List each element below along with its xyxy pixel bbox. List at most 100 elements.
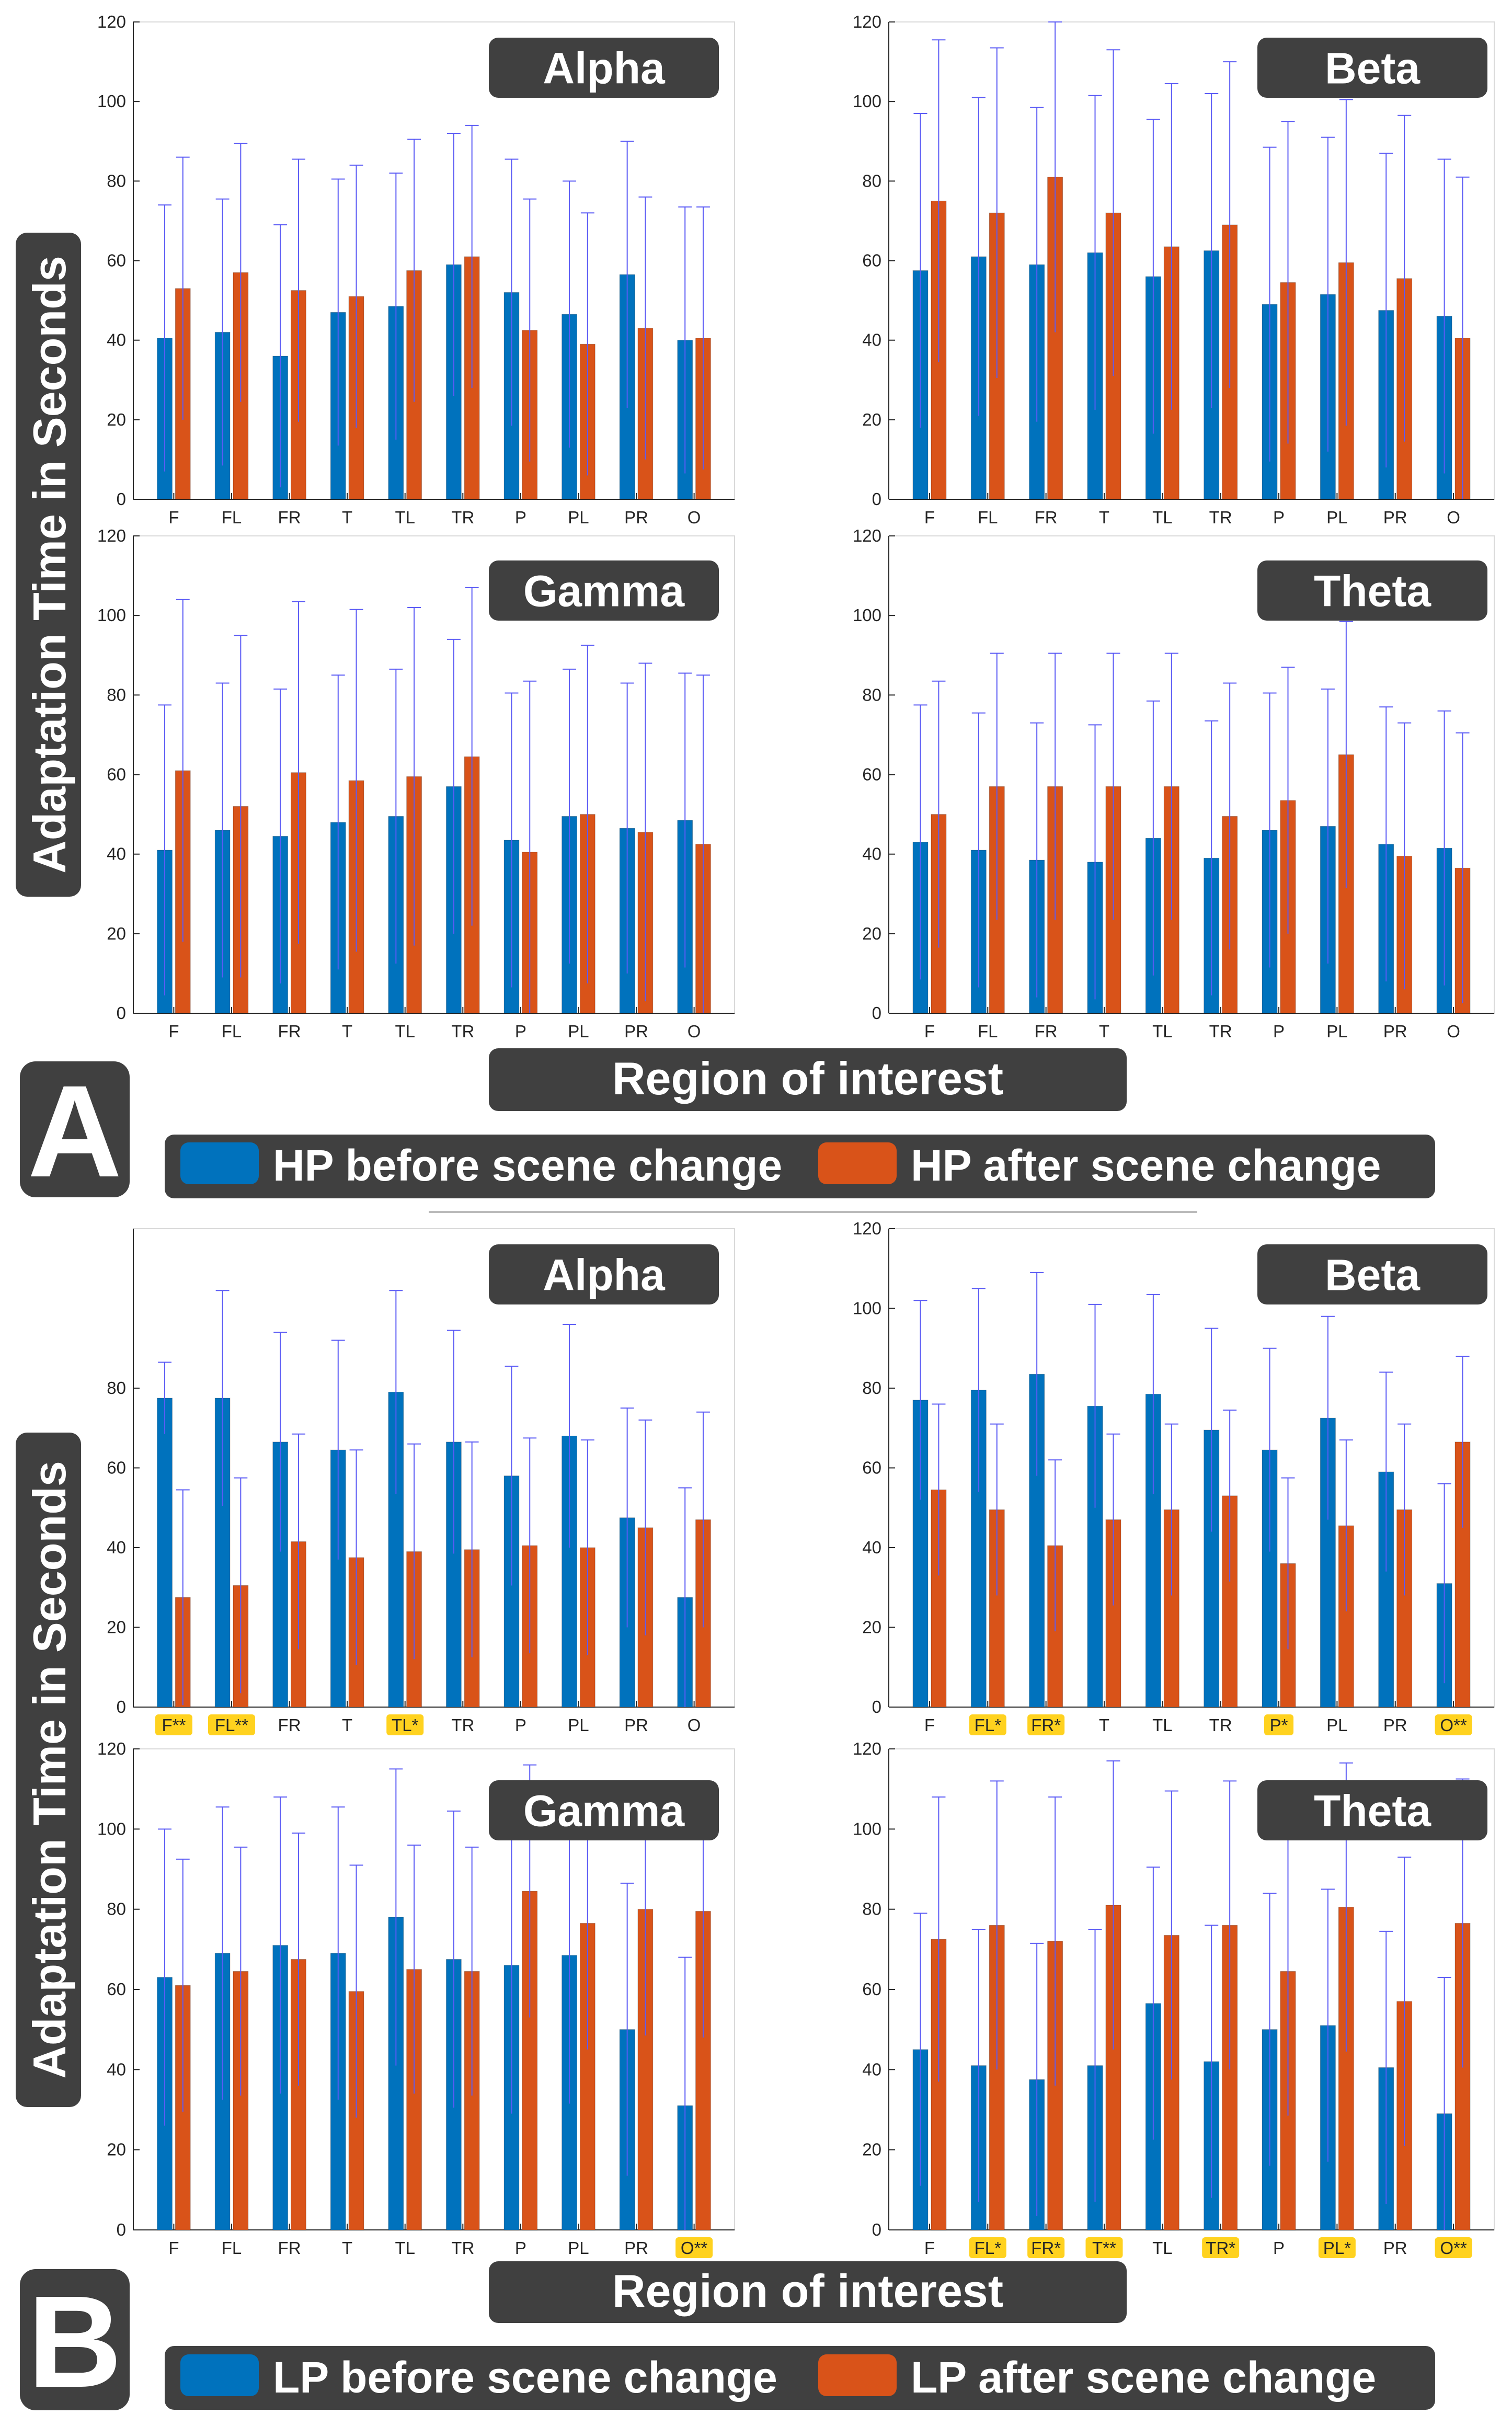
x-tick-label: O [688,508,701,527]
x-tick-label: F [924,1715,935,1735]
x-tick-label: P [515,2238,526,2258]
x-tick-label: O [688,1022,701,1041]
x-tick-label: PR [624,2238,648,2258]
y-tick-label: 0 [872,489,881,509]
panel-title: Beta [1325,44,1421,93]
x-tick-label: FL [222,1022,242,1041]
chart-panel-b-beta: 0 20 40 60 80 100 120 F FL* FR* T TL TR P* PL PR O** Beta [853,1219,1495,1735]
x-axis-label-a-text: Region of interest [612,1052,1003,1104]
x-tick-label: TL [1152,1715,1173,1735]
x-tick-label: TL [1152,2238,1173,2258]
x-tick-label: TL [1152,508,1173,527]
x-tick-label: F [168,2238,179,2258]
y-tick-label: 80 [862,171,881,190]
y-tick-label: 20 [107,2140,126,2159]
y-tick-label: 40 [107,2059,126,2079]
x-tick-label: F [168,508,179,527]
legend-a-swatch-after [818,1142,897,1184]
y-tick-label: 60 [862,1979,881,1999]
x-tick-label: FR* [1031,2238,1061,2258]
x-tick-label: FL* [975,1715,1002,1735]
panel-title: Theta [1314,1787,1431,1836]
y-tick-label: 120 [853,526,881,545]
x-tick-label: PR [1383,1715,1407,1735]
panel-title: Gamma [523,1787,685,1836]
x-tick-label: FR [278,2238,301,2258]
chart-panel-b-alpha: 0 20 40 60 80 F** FL** FR T TL* TR P PL PR O Alpha [107,1228,735,1735]
x-tick-label: O [1447,1022,1460,1041]
x-tick-label: FL [222,508,242,527]
y-tick-label: 100 [97,605,126,625]
panel-title: Theta [1314,567,1431,616]
y-tick-label: 60 [862,1458,881,1478]
x-tick-label: O [688,1715,701,1735]
y-tick-label: 40 [862,330,881,350]
y-axis-label-a-text: Adaptation Time in Seconds [24,256,75,874]
panel-title: Alpha [543,44,666,93]
x-tick-label: TL* [392,1715,419,1735]
y-tick-label: 60 [862,251,881,270]
x-tick-highlight [1027,2237,1065,2258]
x-tick-label: TR [451,1715,474,1735]
y-tick-label: 20 [862,2140,881,2159]
y-tick-label: 80 [862,685,881,704]
y-tick-label: 80 [107,1378,126,1398]
y-tick-label: 20 [862,1618,881,1637]
x-tick-label: T [1099,1715,1109,1735]
panel-title-box [489,1780,719,1840]
x-tick-label: PL [568,508,589,527]
y-tick-label: 20 [862,924,881,943]
bar-after [1105,1905,1121,2230]
x-tick-highlight [1318,2237,1356,2258]
y-tick-label: 100 [853,1299,881,1318]
x-tick-label: TR [451,1022,474,1041]
y-tick-label: 120 [853,1739,881,1758]
x-tick-label: FR [1035,508,1058,527]
x-tick-label: TL [395,508,415,527]
y-tick-label: 20 [107,410,126,429]
y-tick-label: 100 [853,605,881,625]
y-tick-label: 0 [117,2220,126,2239]
x-tick-label: FL* [975,2238,1002,2258]
panel-title: Alpha [543,1251,666,1300]
panel-title: Beta [1325,1251,1421,1300]
y-axis-label-b: Adaptation Time in Seconds [16,1433,81,2107]
panel-title-box [1257,1780,1487,1840]
x-tick-label: FR [1035,1022,1058,1041]
chart-panel-a-gamma: 0 20 40 60 80 100 120 F FL FR T TL TR P PL PR O Gamma [97,526,735,1041]
x-tick-label: TR [1209,508,1232,527]
y-tick-label: 60 [107,1979,126,1999]
x-tick-label: TR [1209,1022,1232,1041]
x-tick-label: PL [568,2238,589,2258]
x-tick-label: PL [568,1715,589,1735]
y-tick-label: 0 [872,2220,881,2239]
legend-a-label-after: HP after scene change [911,1141,1381,1190]
y-tick-label: 80 [107,171,126,190]
panel-title-box [1257,560,1487,621]
x-tick-highlight [1264,1714,1294,1735]
x-tick-label: PL [1326,508,1347,527]
y-tick-label: 60 [107,1458,126,1478]
x-tick-label: P [1273,1022,1285,1041]
x-tick-highlight [155,1714,192,1735]
x-tick-label: P* [1270,1715,1288,1735]
legend-b-swatch-before [180,2354,259,2396]
x-tick-label: FL [978,1022,998,1041]
x-tick-highlight [969,2237,1006,2258]
x-tick-label: PR [624,1715,648,1735]
legend-b-swatch-after [818,2354,897,2396]
bar-after [522,1891,538,2230]
x-tick-label: TR [1209,1715,1232,1735]
x-tick-highlight [969,1714,1006,1735]
x-axis-label-b: Region of interest [489,2261,1127,2323]
chart-panels: 0 20 40 60 80 100 120 F FL FR T TL TR P PL PR O Alpha 0 20 4… [97,12,1495,2258]
x-tick-label: P [1273,508,1285,527]
y-tick-label: 80 [862,1378,881,1398]
x-tick-label: FL** [215,1715,248,1735]
x-tick-label: TL [1152,1022,1173,1041]
x-tick-label: T [1099,508,1109,527]
section-letter-b-text: B [28,2269,122,2414]
x-tick-label: PL [568,1022,589,1041]
x-tick-label: O** [1440,2238,1467,2258]
